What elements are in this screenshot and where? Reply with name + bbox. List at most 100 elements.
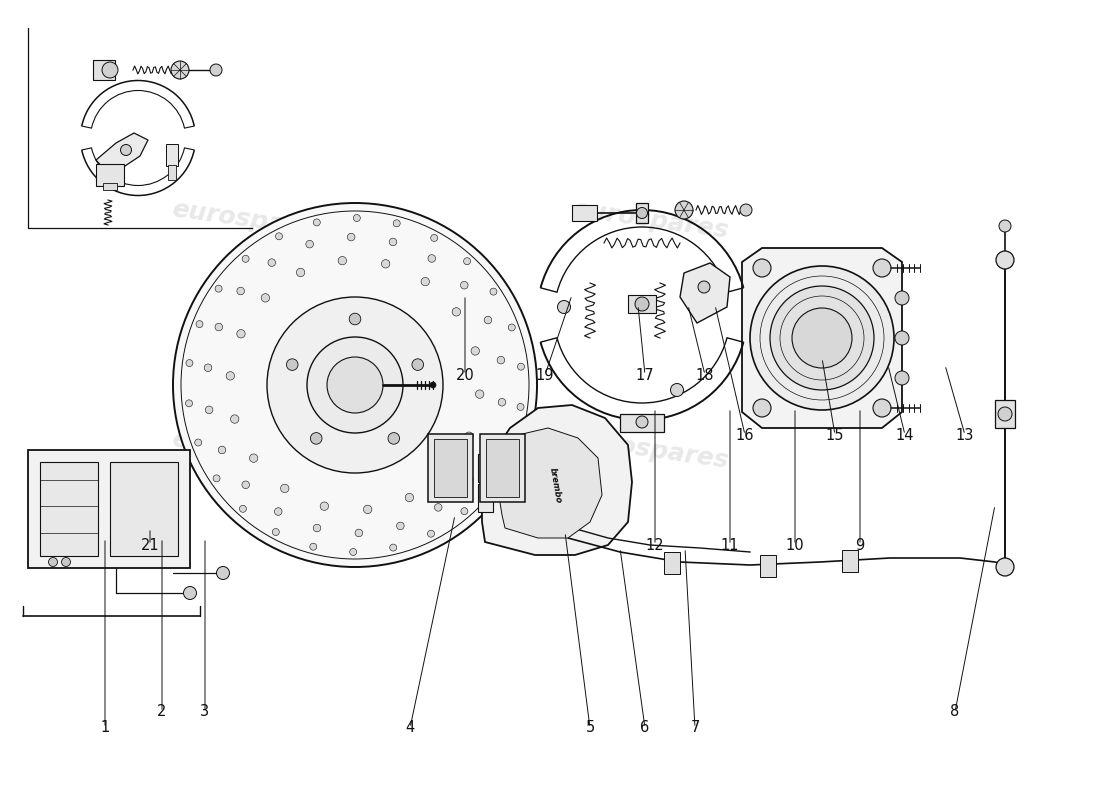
Circle shape	[465, 475, 473, 482]
Circle shape	[350, 549, 356, 555]
Bar	[168, 165, 176, 180]
Circle shape	[750, 266, 894, 410]
Circle shape	[355, 529, 363, 537]
Text: 12: 12	[646, 538, 664, 553]
Circle shape	[240, 506, 246, 512]
Circle shape	[242, 481, 250, 489]
Circle shape	[792, 308, 852, 368]
Circle shape	[102, 62, 118, 78]
Text: brembo: brembo	[548, 466, 562, 504]
Circle shape	[397, 522, 404, 530]
Circle shape	[487, 439, 495, 446]
Text: 7: 7	[691, 721, 700, 735]
Circle shape	[895, 371, 909, 385]
Circle shape	[205, 364, 212, 371]
Circle shape	[389, 238, 397, 246]
Bar	[434, 439, 468, 497]
Circle shape	[558, 301, 571, 314]
Polygon shape	[742, 248, 902, 428]
Circle shape	[195, 439, 201, 446]
Circle shape	[338, 257, 346, 265]
Text: 18: 18	[695, 367, 714, 382]
Polygon shape	[680, 263, 730, 323]
Circle shape	[348, 234, 355, 241]
Circle shape	[121, 145, 132, 155]
Circle shape	[307, 337, 403, 433]
Bar	[664, 552, 680, 574]
Circle shape	[461, 282, 469, 289]
Circle shape	[231, 415, 239, 423]
Circle shape	[170, 61, 189, 79]
Circle shape	[675, 201, 693, 219]
Circle shape	[314, 219, 320, 226]
Bar	[996, 400, 1015, 428]
Circle shape	[428, 254, 436, 262]
Circle shape	[895, 331, 909, 345]
Polygon shape	[96, 133, 148, 176]
Circle shape	[412, 359, 424, 370]
Text: 17: 17	[636, 367, 654, 382]
Text: 4: 4	[406, 721, 415, 735]
Text: 3: 3	[200, 705, 210, 719]
Circle shape	[996, 251, 1014, 269]
Circle shape	[463, 258, 471, 265]
Circle shape	[465, 432, 473, 441]
Circle shape	[310, 543, 317, 550]
Circle shape	[475, 390, 484, 398]
Circle shape	[186, 359, 192, 366]
Circle shape	[434, 503, 442, 511]
Circle shape	[196, 321, 204, 327]
Text: 13: 13	[956, 427, 975, 442]
Circle shape	[227, 372, 234, 380]
Circle shape	[873, 399, 891, 417]
Bar	[486, 439, 519, 497]
Text: eurospares: eurospares	[570, 427, 730, 473]
Text: 10: 10	[785, 538, 804, 553]
Text: 14: 14	[895, 427, 914, 442]
Circle shape	[498, 398, 506, 406]
Circle shape	[497, 356, 505, 364]
Circle shape	[671, 383, 683, 397]
Circle shape	[261, 294, 270, 302]
Circle shape	[320, 502, 329, 510]
Circle shape	[353, 214, 361, 222]
Circle shape	[999, 220, 1011, 232]
Text: eurospares: eurospares	[570, 197, 730, 243]
Circle shape	[349, 313, 361, 325]
Polygon shape	[498, 428, 602, 538]
Circle shape	[236, 330, 245, 338]
Circle shape	[740, 204, 752, 216]
Bar	[40, 462, 98, 556]
Text: 11: 11	[720, 538, 739, 553]
Bar	[110, 462, 178, 556]
Circle shape	[517, 403, 524, 410]
Bar	[94, 60, 115, 80]
Text: 19: 19	[536, 367, 554, 382]
Polygon shape	[636, 203, 648, 223]
Text: 16: 16	[736, 427, 755, 442]
Text: 8: 8	[950, 705, 959, 719]
Circle shape	[216, 285, 222, 292]
Circle shape	[440, 468, 449, 476]
Circle shape	[635, 297, 649, 311]
Circle shape	[314, 524, 321, 532]
Text: 21: 21	[141, 538, 160, 553]
Text: eurospares: eurospares	[170, 427, 330, 473]
Circle shape	[388, 433, 399, 444]
Bar	[620, 414, 664, 432]
Circle shape	[210, 64, 222, 76]
Polygon shape	[482, 405, 632, 555]
Circle shape	[236, 287, 244, 295]
Circle shape	[186, 400, 192, 407]
Bar	[628, 295, 656, 313]
Text: 6: 6	[640, 721, 650, 735]
Circle shape	[431, 234, 438, 242]
Circle shape	[508, 324, 515, 331]
Circle shape	[250, 454, 257, 462]
Circle shape	[393, 220, 400, 226]
Circle shape	[754, 259, 771, 277]
Circle shape	[173, 203, 537, 567]
Bar	[28, 450, 190, 568]
Circle shape	[636, 416, 648, 428]
Circle shape	[421, 278, 429, 286]
